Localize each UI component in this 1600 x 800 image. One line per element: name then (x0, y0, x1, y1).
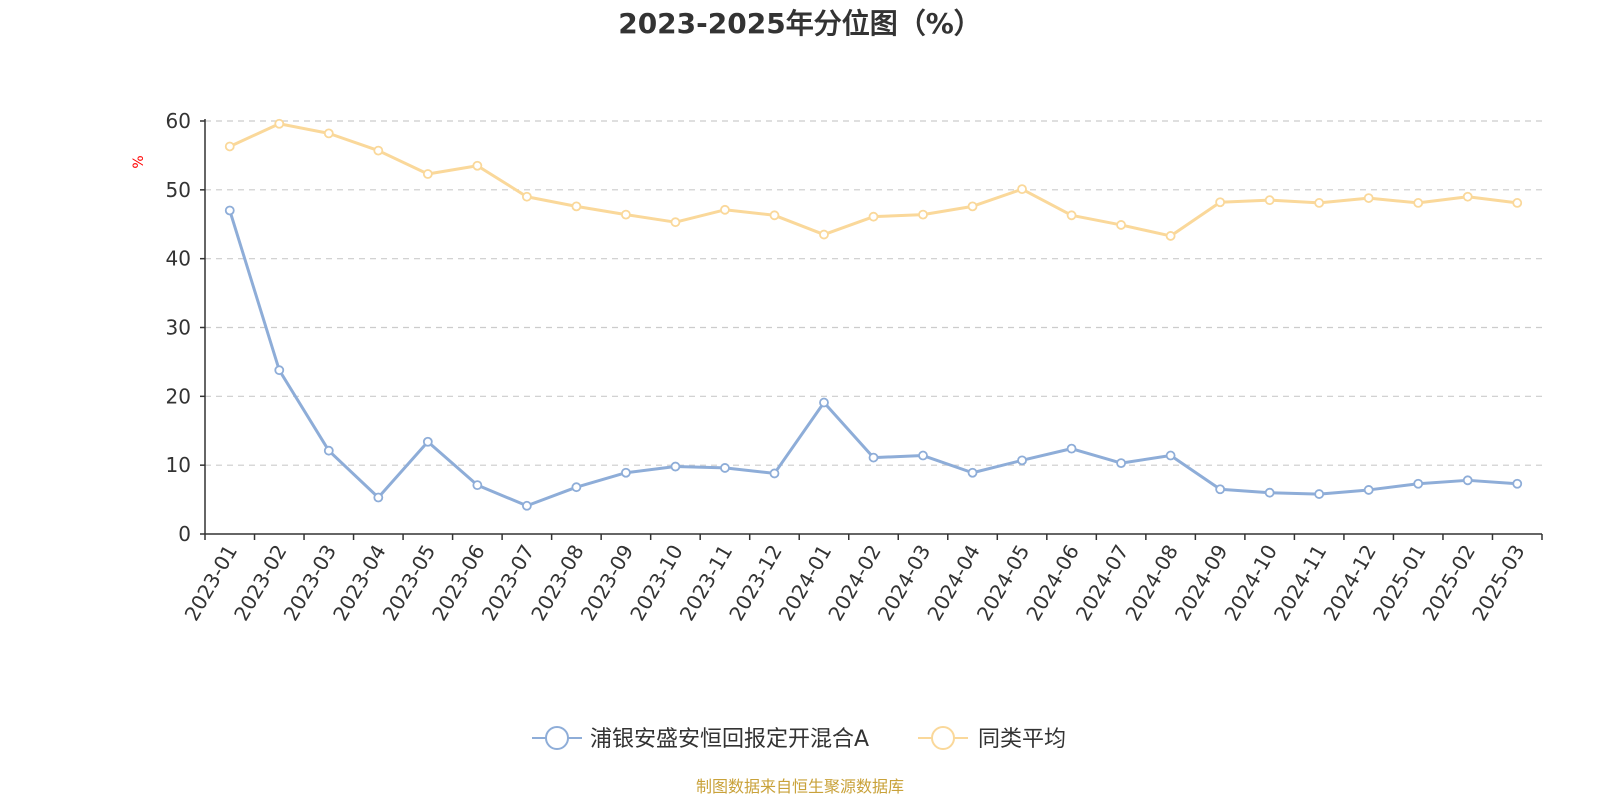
data-point[interactable] (769, 210, 780, 221)
data-point[interactable] (521, 191, 532, 202)
data-point[interactable] (1215, 484, 1226, 495)
data-point[interactable] (1066, 210, 1077, 221)
data-point[interactable] (1066, 443, 1077, 454)
data-point[interactable] (769, 468, 780, 479)
y-tick-label: 10 (166, 453, 191, 477)
data-point[interactable] (1363, 193, 1374, 203)
data-point[interactable] (1165, 450, 1176, 461)
data-point[interactable] (720, 204, 730, 215)
data-point[interactable] (1264, 487, 1275, 498)
data-point[interactable] (1116, 220, 1126, 230)
data-point[interactable] (670, 461, 681, 472)
data-point[interactable] (1512, 478, 1523, 489)
data-point[interactable] (868, 452, 879, 463)
data-point[interactable] (571, 201, 582, 212)
axes: 01020304050602023-012023-022023-032023-0… (166, 109, 1543, 625)
data-point[interactable] (422, 436, 433, 447)
data-point[interactable] (1314, 198, 1325, 208)
data-point[interactable] (422, 169, 433, 179)
data-point[interactable] (472, 480, 483, 491)
data-point[interactable] (819, 397, 829, 408)
data-point[interactable] (1264, 195, 1275, 206)
series-lines (224, 118, 1523, 511)
data-point[interactable] (918, 450, 928, 461)
legend-label: 浦银安盛安恒回报定开混合A (590, 727, 869, 752)
data-point[interactable] (323, 128, 334, 139)
y-tick-label: 20 (166, 384, 191, 408)
data-point[interactable] (868, 211, 879, 222)
data-point[interactable] (373, 492, 384, 503)
data-point[interactable] (274, 365, 285, 376)
data-point[interactable] (1512, 198, 1523, 208)
y-axis-unit: % (131, 155, 147, 168)
data-point[interactable] (670, 217, 681, 228)
data-point[interactable] (621, 209, 631, 220)
data-point[interactable] (323, 445, 334, 456)
y-tick-label: 30 (166, 316, 191, 340)
data-point[interactable] (1462, 191, 1473, 202)
data-point[interactable] (521, 500, 532, 511)
data-point[interactable] (373, 145, 384, 156)
data-point[interactable] (224, 141, 235, 152)
data-point[interactable] (621, 467, 631, 478)
chart-title: 2023-2025年分位图（%） (618, 7, 982, 40)
data-point[interactable] (1116, 458, 1126, 469)
data-point[interactable] (1314, 489, 1325, 499)
data-point[interactable] (1215, 197, 1226, 208)
data-source-note: 制图数据来自恒生聚源数据库 (696, 777, 904, 796)
data-point[interactable] (1462, 475, 1473, 486)
legend-item-1[interactable]: 同类平均 (918, 726, 1066, 752)
legend-circle-icon (545, 726, 569, 750)
legend-circle-icon (931, 726, 955, 750)
data-point[interactable] (1017, 184, 1027, 195)
data-point[interactable] (1165, 231, 1176, 241)
data-point[interactable] (967, 201, 978, 212)
y-tick-label: 60 (166, 109, 191, 133)
data-point[interactable] (1413, 198, 1424, 208)
data-point[interactable] (224, 205, 235, 216)
data-point[interactable] (1413, 478, 1424, 489)
legend-label: 同类平均 (978, 727, 1066, 752)
data-point[interactable] (720, 463, 730, 473)
data-point[interactable] (571, 482, 582, 493)
data-point[interactable] (1017, 455, 1027, 466)
data-point[interactable] (967, 467, 978, 478)
legend[interactable]: 浦银安盛安恒回报定开混合A 同类平均 (532, 726, 1066, 752)
y-tick-label: 50 (166, 178, 191, 202)
data-point[interactable] (819, 229, 829, 240)
data-point[interactable] (918, 209, 928, 220)
y-tick-label: 40 (166, 247, 191, 271)
data-point[interactable] (274, 118, 285, 129)
data-point[interactable] (472, 160, 483, 171)
grid-lines (205, 120, 1542, 466)
legend-item-0[interactable]: 浦银安盛安恒回报定开混合A (532, 726, 869, 752)
y-tick-label: 0 (178, 522, 191, 546)
data-point[interactable] (1363, 485, 1374, 495)
